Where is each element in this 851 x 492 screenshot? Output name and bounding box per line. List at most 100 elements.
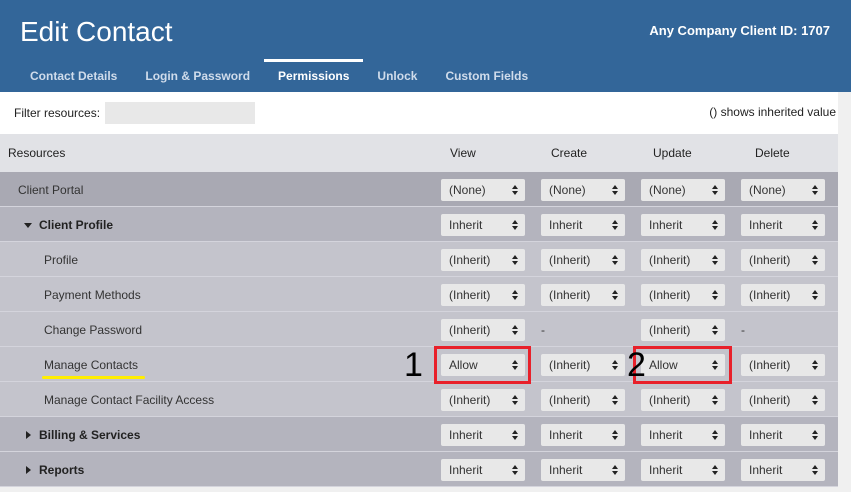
delete-permission-select[interactable]: (Inherit) — [741, 284, 825, 306]
table-row: Manage Contacts Allow (Inherit) Allow (Inher… — [0, 347, 838, 382]
selected-value: Inherit — [449, 463, 483, 477]
caret-down-icon[interactable] — [24, 223, 32, 228]
selected-value: (None) — [749, 183, 786, 197]
update-permission-select[interactable]: (Inherit) — [641, 319, 725, 341]
tab-custom-fields[interactable]: Custom Fields — [445, 69, 529, 83]
update-permission-select[interactable]: Inherit — [641, 459, 725, 481]
resource-name: Manage Contacts — [44, 358, 139, 372]
table-row: Client Profile Inherit Inherit Inherit Inher… — [0, 207, 838, 242]
column-create: Create — [551, 146, 588, 160]
update-permission-select[interactable]: Inherit — [641, 214, 725, 236]
selected-value: (None) — [449, 183, 486, 197]
view-permission-select[interactable]: (Inherit) — [441, 249, 525, 271]
select-arrows-icon — [612, 360, 618, 370]
delete-permission-select[interactable]: (None) — [741, 179, 825, 201]
tab-permissions[interactable]: Permissions — [264, 59, 364, 92]
create-permission-select[interactable]: Inherit — [541, 424, 625, 446]
delete-permission-select[interactable]: Inherit — [741, 424, 825, 446]
selected-value: Inherit — [749, 218, 783, 232]
table-row: Payment Methods (Inherit) (Inherit) (Inheri… — [0, 277, 838, 312]
select-arrows-icon — [812, 185, 818, 195]
create-permission-select[interactable]: (None) — [541, 179, 625, 201]
select-arrows-icon — [812, 430, 818, 440]
tab-login-password[interactable]: Login & Password — [145, 69, 251, 83]
selected-value: (Inherit) — [449, 323, 491, 337]
update-permission-select[interactable]: (Inherit) — [641, 389, 725, 411]
tab-unlock[interactable]: Unlock — [377, 69, 418, 83]
client-id: Any Company Client ID: 1707 — [649, 23, 830, 38]
permissions-table: Client Portal (None) (None) (None) (None) Cli… — [0, 172, 838, 487]
create-permission-select[interactable]: (Inherit) — [541, 354, 625, 376]
selected-value: (Inherit) — [549, 253, 591, 267]
view-permission-select[interactable]: Inherit — [441, 214, 525, 236]
create-permission-select[interactable]: (Inherit) — [541, 249, 625, 271]
delete-permission-select[interactable]: (Inherit) — [741, 354, 825, 376]
create-permission-select[interactable]: Inherit — [541, 459, 625, 481]
view-permission-select[interactable]: (Inherit) — [441, 389, 525, 411]
delete-not-applicable: - — [741, 323, 745, 337]
delete-permission-select[interactable]: (Inherit) — [741, 249, 825, 271]
view-permission-select[interactable]: Allow — [441, 354, 525, 376]
resource-name[interactable]: Reports — [39, 463, 85, 477]
select-arrows-icon — [512, 465, 518, 475]
selected-value: Inherit — [549, 428, 583, 442]
update-permission-select[interactable]: (Inherit) — [641, 249, 725, 271]
table-row: Billing & Services Inherit Inherit Inherit I… — [0, 417, 838, 452]
create-permission-select[interactable]: (Inherit) — [541, 284, 625, 306]
manage-contacts-underline — [42, 376, 145, 379]
view-permission-select[interactable]: (None) — [441, 179, 525, 201]
update-permission-select[interactable]: Inherit — [641, 424, 725, 446]
resource-name[interactable]: Billing & Services — [39, 428, 141, 442]
selected-value: (Inherit) — [649, 393, 691, 407]
create-not-applicable: - — [541, 323, 545, 337]
delete-permission-select[interactable]: (Inherit) — [741, 389, 825, 411]
page-title: Edit Contact — [20, 16, 173, 47]
filter-label: Filter resources: — [14, 106, 101, 120]
select-arrows-icon — [612, 290, 618, 300]
resource-name: Profile — [44, 253, 79, 267]
selected-value: Inherit — [649, 463, 683, 477]
select-arrows-icon — [712, 430, 718, 440]
selected-value: Inherit — [549, 218, 583, 232]
select-arrows-icon — [512, 255, 518, 265]
select-arrows-icon — [712, 395, 718, 405]
update-permission-select[interactable]: (None) — [641, 179, 725, 201]
view-permission-select[interactable]: Inherit — [441, 424, 525, 446]
update-permission-select[interactable]: (Inherit) — [641, 284, 725, 306]
select-arrows-icon — [812, 395, 818, 405]
table-row: Manage Contact Facility Access (Inherit) (… — [0, 382, 838, 417]
tab-contact-details[interactable]: Contact Details — [30, 69, 118, 83]
caret-right-icon[interactable] — [26, 466, 31, 474]
view-permission-select[interactable]: Inherit — [441, 459, 525, 481]
resource-name[interactable]: Client Profile — [39, 218, 114, 232]
filter-resources-input[interactable] — [105, 102, 255, 124]
annotation-label-2: 2 — [627, 346, 646, 384]
column-delete: Delete — [755, 146, 790, 160]
create-permission-select[interactable]: (Inherit) — [541, 389, 625, 411]
resource-name: Change Password — [44, 323, 143, 337]
view-permission-select[interactable]: (Inherit) — [441, 319, 525, 341]
select-arrows-icon — [812, 220, 818, 230]
selected-value: Inherit — [549, 463, 583, 477]
select-arrows-icon — [612, 465, 618, 475]
select-arrows-icon — [512, 430, 518, 440]
view-permission-select[interactable]: (Inherit) — [441, 284, 525, 306]
delete-permission-select[interactable]: Inherit — [741, 214, 825, 236]
selected-value: (Inherit) — [449, 288, 491, 302]
selected-value: (Inherit) — [549, 288, 591, 302]
caret-right-icon[interactable] — [26, 431, 31, 439]
selected-value: Inherit — [449, 218, 483, 232]
selected-value: (Inherit) — [449, 253, 491, 267]
select-arrows-icon — [512, 395, 518, 405]
selected-value: Inherit — [649, 218, 683, 232]
create-permission-select[interactable]: Inherit — [541, 214, 625, 236]
selected-value: (Inherit) — [449, 393, 491, 407]
highlight-box-2 — [633, 346, 732, 384]
table-row: Change Password (Inherit) - (Inherit) - — [0, 312, 838, 347]
delete-permission-select[interactable]: Inherit — [741, 459, 825, 481]
select-arrows-icon — [512, 325, 518, 335]
update-permission-select[interactable]: Allow — [641, 354, 725, 376]
select-arrows-icon — [712, 220, 718, 230]
select-arrows-icon — [612, 220, 618, 230]
select-arrows-icon — [712, 325, 718, 335]
